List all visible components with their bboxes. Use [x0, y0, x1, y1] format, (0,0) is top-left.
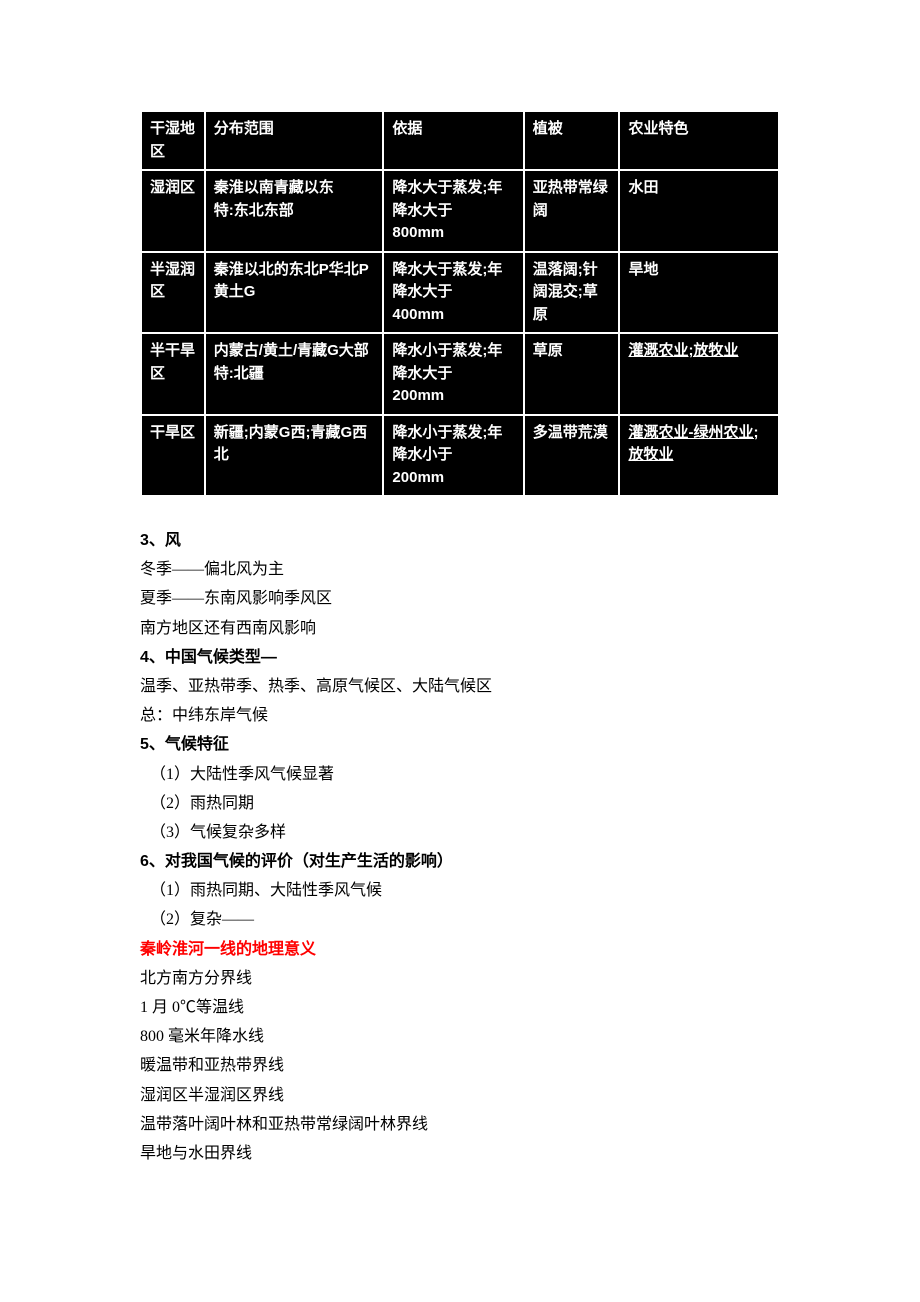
body-text: 旱地与水田界线 [140, 1140, 780, 1167]
col-header-range: 分布范围 [205, 111, 384, 170]
qinling-huaihe-heading: 秦岭淮河一线的地理意义 [140, 936, 780, 963]
cell-basis: 降水小于蒸发;年降水大于200mm [383, 333, 523, 415]
col-header-basis: 依据 [383, 111, 523, 170]
table-header-row: 干湿地区 分布范围 依据 植被 农业特色 [141, 111, 779, 170]
cell-basis: 降水大于蒸发;年降水大于800mm [383, 170, 523, 252]
body-text: （1）雨热同期、大陆性季风气候 [150, 877, 780, 904]
section-3-title: 3、风 [140, 527, 780, 554]
cell-vegetation: 草原 [524, 333, 620, 415]
cell-range: 秦淮以南青藏以东特:东北东部 [205, 170, 384, 252]
body-text: 暖温带和亚热带界线 [140, 1052, 780, 1079]
cell-range: 秦淮以北的东北P华北P黄土G [205, 252, 384, 334]
cell-region: 湿润区 [141, 170, 205, 252]
body-text: 温季、亚热带季、热季、高原气候区、大陆气候区 [140, 673, 780, 700]
body-text: 夏季——东南风影响季风区 [140, 585, 780, 612]
table-row: 半干旱区 内蒙古/黄土/青藏G大部特:北疆 降水小于蒸发;年降水大于200mm … [141, 333, 779, 415]
cell-vegetation: 亚热带常绿阔 [524, 170, 620, 252]
table-row: 湿润区 秦淮以南青藏以东特:东北东部 降水大于蒸发;年降水大于800mm 亚热带… [141, 170, 779, 252]
body-text: 总：中纬东岸气候 [140, 702, 780, 729]
cell-agriculture: 旱地 [619, 252, 779, 334]
body-text: 温带落叶阔叶林和亚热带常绿阔叶林界线 [140, 1111, 780, 1138]
cell-basis: 降水小于蒸发;年降水小于200mm [383, 415, 523, 497]
col-header-agriculture: 农业特色 [619, 111, 779, 170]
table-row: 半湿润区 秦淮以北的东北P华北P黄土G 降水大于蒸发;年降水大于400mm 温落… [141, 252, 779, 334]
cell-range: 内蒙古/黄土/青藏G大部特:北疆 [205, 333, 384, 415]
cell-basis: 降水大于蒸发;年降水大于400mm [383, 252, 523, 334]
col-header-region: 干湿地区 [141, 111, 205, 170]
underline-text: 灌溉农业;放牧 [628, 342, 723, 359]
cell-agriculture: 灌溉农业;放牧业 [619, 333, 779, 415]
body-text: 北方南方分界线 [140, 965, 780, 992]
section-4-title: 4、中国气候类型— [140, 644, 780, 671]
cell-range: 新疆;内蒙G西;青藏G西北 [205, 415, 384, 497]
cell-region: 干旱区 [141, 415, 205, 497]
body-text: 湿润区半湿润区界线 [140, 1082, 780, 1109]
humidity-regions-table: 干湿地区 分布范围 依据 植被 农业特色 湿润区 秦淮以南青藏以东特:东北东部 … [140, 110, 780, 497]
body-text: （1）大陆性季风气候显著 [150, 761, 780, 788]
body-text: 1 月 0℃等温线 [140, 994, 780, 1021]
cell-region: 半湿润区 [141, 252, 205, 334]
underline-text: 灌溉农业-绿州 [628, 424, 723, 441]
body-text: 800 毫米年降水线 [140, 1023, 780, 1050]
body-text: （3）气候复杂多样 [150, 819, 780, 846]
cell-region: 半干旱区 [141, 333, 205, 415]
cell-vegetation: 温落阔;针阔混交;草原 [524, 252, 620, 334]
underline-text: 业 [723, 342, 738, 359]
section-6-title: 6、对我国气候的评价（对生产生活的影响） [140, 848, 780, 875]
cell-vegetation: 多温带荒漠 [524, 415, 620, 497]
cell-agriculture: 水田 [619, 170, 779, 252]
table-row: 干旱区 新疆;内蒙G西;青藏G西北 降水小于蒸发;年降水小于200mm 多温带荒… [141, 415, 779, 497]
col-header-vegetation: 植被 [524, 111, 620, 170]
body-text: 冬季——偏北风为主 [140, 556, 780, 583]
body-text: 南方地区还有西南风影响 [140, 615, 780, 642]
body-text: （2）复杂—— [150, 906, 780, 933]
cell-agriculture: 灌溉农业-绿州农业;放牧业 [619, 415, 779, 497]
section-5-title: 5、气候特征 [140, 731, 780, 758]
body-text: （2）雨热同期 [150, 790, 780, 817]
